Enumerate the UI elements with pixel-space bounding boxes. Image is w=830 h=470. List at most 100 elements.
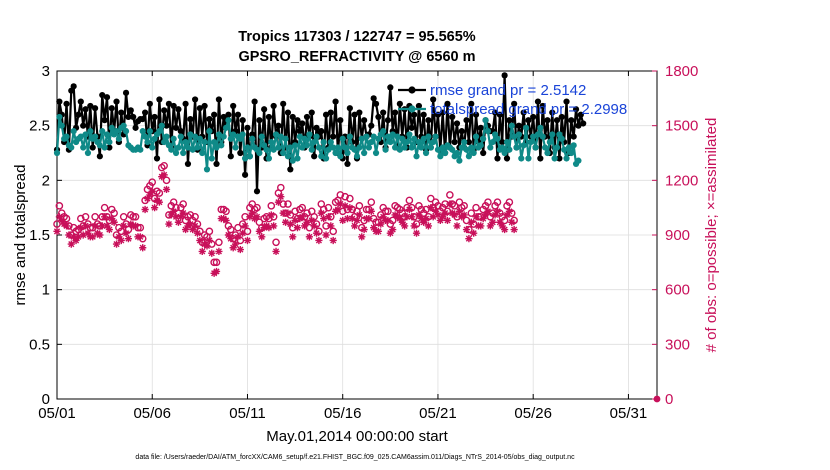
obs_possible-point: [412, 220, 421, 228]
obs_possible-point: [303, 209, 311, 217]
obs_assimilated-point: [101, 213, 109, 221]
totalspread-point: [518, 155, 525, 162]
totalspread-point: [389, 131, 396, 138]
obs_assimilated-point: [205, 236, 213, 245]
totalspread-point: [301, 135, 308, 142]
totalspread-point: [282, 135, 289, 142]
obs_possible-point: [336, 191, 345, 199]
totalspread-point: [120, 122, 127, 129]
totalspread-point: [396, 146, 403, 153]
rmse-point: [351, 111, 358, 118]
obs_possible-point: [484, 198, 492, 206]
obs_possible-point: [467, 209, 476, 217]
obs_assimilated-point: [277, 193, 285, 201]
totalspread-point: [549, 131, 556, 138]
totalspread-point: [241, 155, 249, 162]
totalspread-point: [384, 133, 392, 140]
obs_assimilated-point: [172, 213, 180, 221]
obs_assimilated-point: [248, 209, 256, 217]
obs_assimilated-point: [505, 207, 513, 215]
obs_possible-point: [212, 258, 221, 267]
obs_assimilated-point: [227, 235, 235, 243]
obs_assimilated-point: [353, 216, 361, 225]
obs_assimilated-point: [310, 222, 318, 230]
totalspread-point: [563, 155, 570, 162]
obs_assimilated-point: [358, 233, 366, 241]
rmse-point: [361, 117, 368, 124]
obs_possible-point: [217, 205, 226, 214]
totalspread-point: [484, 128, 492, 135]
totalspread-point: [365, 144, 373, 151]
rmse-point: [118, 109, 125, 116]
obs_assimilated-point: [177, 213, 185, 221]
obs_possible-point: [210, 258, 218, 267]
obs_possible-point: [222, 207, 230, 216]
totalspread-point: [122, 128, 130, 135]
y-axis-right-label: # of obs: o=possible; ×=assimilated: [703, 118, 720, 353]
x-tick-label: 05/01: [38, 405, 76, 422]
x-tick-label: 05/21: [419, 405, 457, 422]
obs_possible-point: [315, 227, 323, 236]
rmse-point: [563, 98, 570, 105]
rmse-point: [153, 155, 161, 162]
rmse-point: [577, 111, 584, 118]
rmse-point: [175, 106, 182, 113]
obs_possible-point: [272, 238, 280, 247]
obs_assimilated-point: [229, 244, 237, 252]
rmse-point: [251, 98, 258, 105]
totalspread-point: [522, 124, 530, 131]
rmse-point: [549, 109, 556, 116]
obs_assimilated-point: [460, 211, 468, 219]
footer-data-file: data file: /Users/raeder/DAI/ATM_forcXX/…: [135, 454, 575, 461]
totalspread-point: [263, 146, 270, 153]
obs_assimilated-point: [470, 229, 478, 237]
totalspread-point: [287, 144, 294, 151]
obs_assimilated-point: [286, 220, 294, 228]
totalspread-point: [506, 146, 513, 153]
rmse-point: [525, 117, 532, 124]
totalspread-point: [230, 131, 237, 138]
rmse-point: [539, 102, 546, 110]
totalspread-point: [113, 128, 120, 135]
obs_assimilated-point: [65, 231, 73, 239]
totalspread-point: [358, 135, 365, 142]
obs_assimilated-point: [160, 171, 168, 179]
obs_assimilated-point: [67, 240, 75, 248]
obs_possible-point: [53, 220, 61, 228]
rmse-point: [496, 111, 503, 118]
totalspread-point: [311, 138, 318, 146]
obs_assimilated-point: [170, 207, 178, 215]
totalspread-point: [432, 133, 439, 140]
totalspread-point: [284, 153, 292, 160]
rmse-point: [77, 98, 84, 105]
totalspread-point: [199, 149, 206, 157]
y-tick-label-right: 1800: [665, 63, 698, 80]
rmse-point: [327, 109, 334, 116]
obs_assimilated-point: [329, 236, 337, 245]
obs_possible-point: [148, 178, 157, 186]
rmse-point: [337, 117, 344, 124]
rmse-point: [230, 102, 237, 110]
rmse-point: [501, 72, 508, 79]
y-tick-label-right: 900: [665, 227, 690, 244]
rmse-point: [239, 117, 246, 124]
obs_possible-point: [74, 225, 83, 234]
totalspread-point: [163, 133, 170, 140]
obs_possible-point: [141, 196, 149, 205]
obs_assimilated-point: [346, 204, 354, 212]
totalspread-point: [299, 144, 306, 151]
obs_possible-point: [405, 196, 414, 205]
obs_assimilated-point: [151, 204, 159, 212]
rmse-point: [213, 160, 220, 168]
rmse-point: [499, 138, 506, 146]
obs_assimilated-point: [343, 215, 352, 223]
obs_assimilated-point: [351, 222, 359, 230]
rmse-point: [465, 138, 473, 146]
obs_assimilated-point: [53, 227, 61, 235]
totalspread-point: [487, 144, 494, 151]
totalspread-point: [206, 128, 213, 135]
obs_assimilated-point: [281, 218, 290, 226]
rmse-point: [96, 153, 103, 160]
rmse-point: [206, 116, 213, 123]
rmse-point: [244, 124, 251, 131]
